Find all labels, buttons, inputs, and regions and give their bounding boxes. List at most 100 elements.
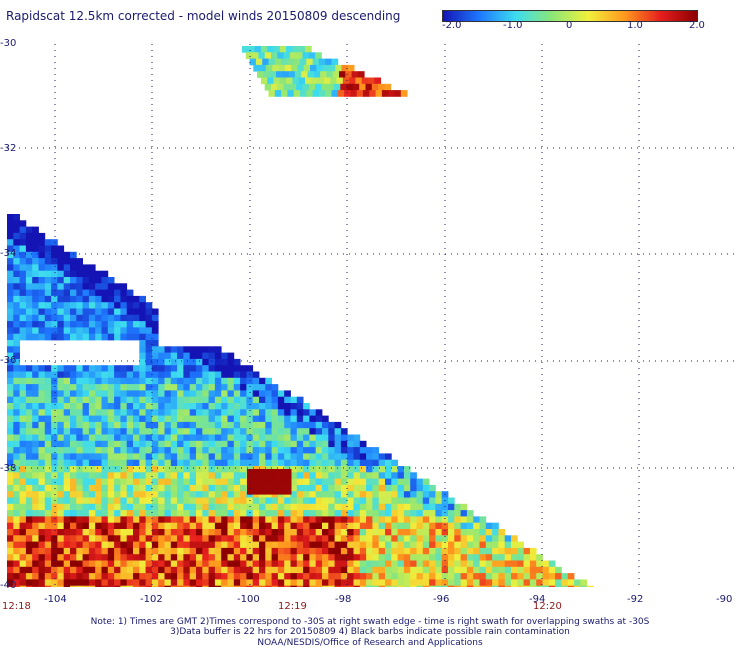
- wind-cell: [63, 314, 71, 322]
- wind-cell: [183, 352, 191, 360]
- wind-cell: [25, 377, 33, 385]
- wind-cell: [252, 503, 260, 511]
- wind-cell: [101, 529, 109, 536]
- wind-cell: [38, 560, 46, 568]
- wind-cell: [82, 516, 90, 524]
- wind-cell: [38, 321, 46, 328]
- wind-cell: [290, 491, 298, 498]
- wind-cell: [214, 560, 222, 568]
- wind-cell: [301, 71, 308, 78]
- wind-cell: [504, 535, 512, 542]
- wind-cell: [330, 77, 337, 85]
- wind-cell: [328, 554, 335, 561]
- wind-cell: [208, 415, 216, 423]
- wind-cell: [44, 321, 52, 328]
- wind-cell: [397, 491, 405, 498]
- wind-cell: [82, 573, 90, 580]
- wind-cell: [70, 264, 77, 272]
- wind-cell: [372, 497, 380, 505]
- wind-cell: [82, 365, 90, 372]
- wind-cell: [403, 510, 411, 517]
- wind-cell: [259, 573, 266, 580]
- wind-cell: [7, 421, 14, 429]
- wind-cell: [504, 547, 512, 555]
- wind-cell: [397, 522, 405, 530]
- wind-cell: [277, 547, 285, 555]
- wind-cell: [334, 440, 342, 448]
- wind-cell: [139, 327, 146, 335]
- wind-cell: [255, 58, 263, 66]
- wind-cell: [101, 547, 109, 555]
- wind-cell: [504, 541, 512, 549]
- wind-cell: [403, 491, 411, 498]
- wind-cell: [38, 409, 46, 416]
- wind-cell: [353, 535, 361, 542]
- wind-cell: [322, 472, 329, 479]
- wind-cell: [403, 503, 411, 511]
- wind-cell: [221, 352, 228, 360]
- wind-cell: [202, 358, 209, 366]
- wind-cell: [214, 358, 222, 366]
- wind-cell: [259, 566, 266, 574]
- wind-cell: [151, 352, 159, 360]
- wind-cell: [76, 529, 83, 536]
- wind-cell: [240, 403, 247, 410]
- wind-cell: [334, 478, 342, 486]
- wind-cell: [284, 390, 291, 398]
- colorbar-tick: 1.0: [627, 20, 643, 31]
- wind-cell: [164, 497, 172, 505]
- wind-cell: [145, 484, 153, 492]
- wind-cell: [202, 497, 209, 505]
- wind-cell: [322, 491, 329, 498]
- wind-cell: [177, 573, 184, 580]
- wind-cell: [120, 466, 128, 473]
- wind-cell: [101, 283, 109, 290]
- wind-cell: [202, 478, 209, 486]
- wind-cell: [32, 529, 39, 536]
- wind-cell: [196, 491, 203, 498]
- wind-cell: [227, 459, 235, 467]
- wind-cell: [296, 484, 304, 492]
- wind-cell: [265, 421, 272, 429]
- wind-cell: [252, 390, 260, 398]
- wind-cell: [189, 516, 197, 524]
- wind-cell: [63, 327, 71, 335]
- wind-cell: [126, 289, 134, 297]
- wind-cell: [227, 409, 235, 416]
- wind-cell: [19, 447, 27, 454]
- wind-cell: [208, 421, 216, 429]
- wind-cell: [221, 440, 228, 448]
- wind-cell: [353, 522, 361, 530]
- wind-cell: [44, 440, 52, 448]
- wind-cell: [403, 478, 411, 486]
- wind-cell: [353, 516, 361, 524]
- wind-cell: [114, 333, 121, 341]
- wind-cell: [466, 510, 474, 517]
- wind-cell: [196, 365, 203, 372]
- wind-cell: [277, 459, 285, 467]
- wind-cell: [429, 516, 436, 524]
- wind-cell: [151, 497, 159, 505]
- wind-cell: [284, 421, 291, 429]
- wind-cell: [435, 547, 443, 555]
- wind-cell: [293, 90, 301, 97]
- wind-cell: [170, 447, 178, 454]
- wind-cell: [240, 472, 247, 479]
- wind-cell: [139, 503, 146, 511]
- wind-cell: [485, 541, 493, 549]
- wind-cell: [284, 434, 291, 442]
- wind-cell: [259, 554, 266, 561]
- wind-cell: [183, 440, 191, 448]
- wind-cell: [19, 503, 27, 511]
- wind-cell: [44, 421, 52, 429]
- wind-cell: [189, 466, 197, 473]
- wind-cell: [208, 491, 216, 498]
- wind-cell: [101, 541, 109, 549]
- wind-cell: [95, 365, 102, 372]
- wind-cell: [7, 403, 14, 410]
- wind-cell: [13, 358, 20, 366]
- wind-cell: [265, 522, 272, 530]
- wind-cell: [13, 371, 20, 379]
- wind-cell: [429, 522, 436, 530]
- wind-cell: [76, 283, 83, 290]
